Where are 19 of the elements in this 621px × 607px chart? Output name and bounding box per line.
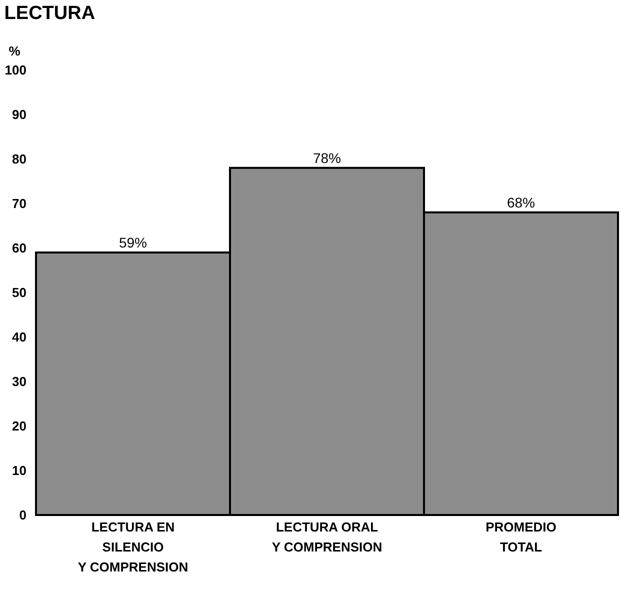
y-tick-label: 80 (12, 152, 26, 166)
chart-title: LECTURA (4, 3, 96, 24)
y-axis-title: % (8, 44, 21, 58)
data-label: 78% (312, 150, 342, 166)
x-tick-label: LECTURA ORAL Y COMPRENSION (272, 520, 382, 554)
y-tick-label: 10 (12, 463, 26, 478)
y-tick-label: 50 (12, 285, 26, 300)
y-tick-label: 60 (12, 240, 26, 256)
data-label: 68% (506, 194, 536, 210)
y-tick-label: 70 (12, 196, 26, 211)
y-tick-label: 0 (19, 508, 26, 522)
y-tick-label: 90 (12, 107, 26, 122)
y-tick-label: 100 (4, 62, 26, 78)
x-tick-label: PROMEDIO TOTAL (486, 520, 556, 554)
data-label: 59% (118, 234, 148, 250)
y-tick-label: 30 (12, 374, 26, 389)
y-tick-label: 20 (12, 418, 26, 434)
y-tick-label: 40 (12, 330, 26, 344)
x-tick-label: LECTURA EN SILENCIO Y COMPRENSION (78, 520, 188, 574)
